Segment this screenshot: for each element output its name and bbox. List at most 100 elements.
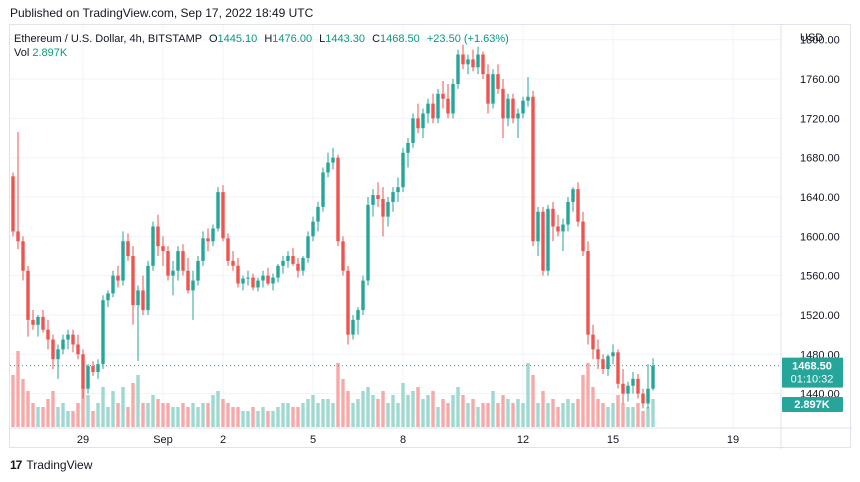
legend-line-2: Vol 2.897K (14, 46, 509, 60)
last-price-value: 1468.50 (792, 361, 832, 373)
candlestick-chart[interactable]: 1440.001480.001520.001560.001600.001640.… (10, 25, 852, 449)
candle-body (366, 204, 370, 281)
candle-body (156, 226, 160, 247)
volume-bar (501, 395, 505, 427)
price-axis[interactable]: 1440.001480.001520.001560.001600.001640.… (800, 35, 840, 401)
candle-body (391, 192, 395, 202)
candle-body (346, 270, 350, 335)
candle-body (541, 211, 545, 271)
volume-bar (561, 403, 565, 427)
volume-bar (366, 387, 370, 427)
candle-body (216, 192, 220, 229)
candle-body (496, 74, 500, 89)
candle-body (371, 195, 375, 205)
volume-bar (266, 411, 270, 427)
volume-bar (616, 395, 620, 427)
y-tick-label: 1640.00 (800, 192, 840, 204)
candle-body (96, 364, 100, 372)
candle-body (341, 241, 345, 271)
volume-bar (391, 395, 395, 427)
candle-body (531, 96, 535, 242)
candle-body (61, 339, 65, 350)
volume-label[interactable]: Vol (14, 47, 30, 59)
volume-bar (261, 407, 265, 427)
volume-bar (516, 399, 520, 427)
candle-body (611, 352, 615, 357)
volume-bar (476, 407, 480, 427)
volume-bar (331, 403, 335, 427)
volume-bar (76, 403, 80, 427)
volume-bar (141, 403, 145, 427)
volume-bar (91, 411, 95, 427)
high-value: 1476.00 (272, 33, 313, 45)
open-label: O (208, 33, 218, 45)
candle-body (516, 113, 520, 119)
x-tick-label: 2 (220, 434, 226, 446)
symbol-title[interactable]: Ethereum / U.S. Dollar, 4h, BITSTAMP (14, 33, 202, 45)
volume-bar (471, 399, 475, 427)
volume-bar (481, 403, 485, 427)
x-tick-label: 8 (400, 434, 406, 446)
volume-bar (461, 395, 465, 427)
candle-body (86, 366, 90, 389)
volume-bar (96, 403, 100, 427)
volume-bar (511, 403, 515, 427)
candle-body (521, 100, 525, 114)
volume-bar (451, 395, 455, 427)
candle-body (81, 354, 85, 389)
candle-body (106, 293, 110, 301)
volume-bar (596, 399, 600, 427)
volume-legend-value: 2.897K (32, 47, 68, 59)
candle-body (591, 334, 595, 350)
low-value: 1443.30 (325, 33, 366, 45)
volume-bar (121, 387, 125, 427)
chart-panel[interactable]: 1440.00 1480.00 1520.00 1560.00 1600.00 1640.… (9, 24, 852, 449)
volume-bar (81, 387, 85, 427)
candle-body (136, 290, 140, 306)
volume-bar (386, 403, 390, 427)
volume-bar (436, 407, 440, 427)
volume-bar (296, 407, 300, 427)
x-tick-label: 29 (77, 434, 89, 446)
volume-bar (251, 407, 255, 427)
candle-body (256, 280, 260, 288)
candle-body (376, 195, 380, 199)
candle-body (76, 344, 80, 355)
candle-body (336, 157, 340, 242)
close-value: 1468.50 (380, 33, 420, 45)
candle-body (56, 349, 60, 360)
volume-bar (586, 363, 590, 427)
candle-body (501, 88, 505, 119)
volume-bar (111, 391, 115, 427)
candle-body (441, 93, 445, 99)
currency-label: USD (800, 32, 823, 44)
candle-body (321, 172, 325, 207)
volume-bar (336, 363, 340, 427)
candle-body (426, 103, 430, 114)
candle-body (486, 74, 490, 104)
volume-bar (161, 403, 165, 427)
volume-bar (196, 407, 200, 427)
volume-bar (491, 391, 495, 427)
volume-bar (186, 407, 190, 427)
time-axis[interactable]: 29 Sep 2 5 8 12 15 19 (77, 434, 739, 446)
candle-body (626, 385, 630, 394)
last-price-badge: 1468.50 01:10:32 (782, 357, 843, 388)
candle-body (201, 238, 205, 261)
candle-body (301, 257, 305, 271)
volume-bar (321, 399, 325, 427)
volume-bar (626, 407, 630, 427)
volume-bar (11, 375, 15, 427)
volume-bar (341, 379, 345, 427)
volume-bar (301, 403, 305, 427)
footer: 17 TradingView (10, 458, 92, 472)
candle-body (451, 83, 455, 114)
legend: Ethereum / U.S. Dollar, 4h, BITSTAMP O 14… (14, 32, 509, 60)
volume-bar (546, 403, 550, 427)
brand-name: TradingView (26, 458, 93, 472)
candle-body (571, 189, 575, 202)
candle-body (296, 263, 300, 271)
volume-bar (361, 391, 365, 427)
volume-bar (521, 403, 525, 427)
candle-body (351, 319, 355, 335)
